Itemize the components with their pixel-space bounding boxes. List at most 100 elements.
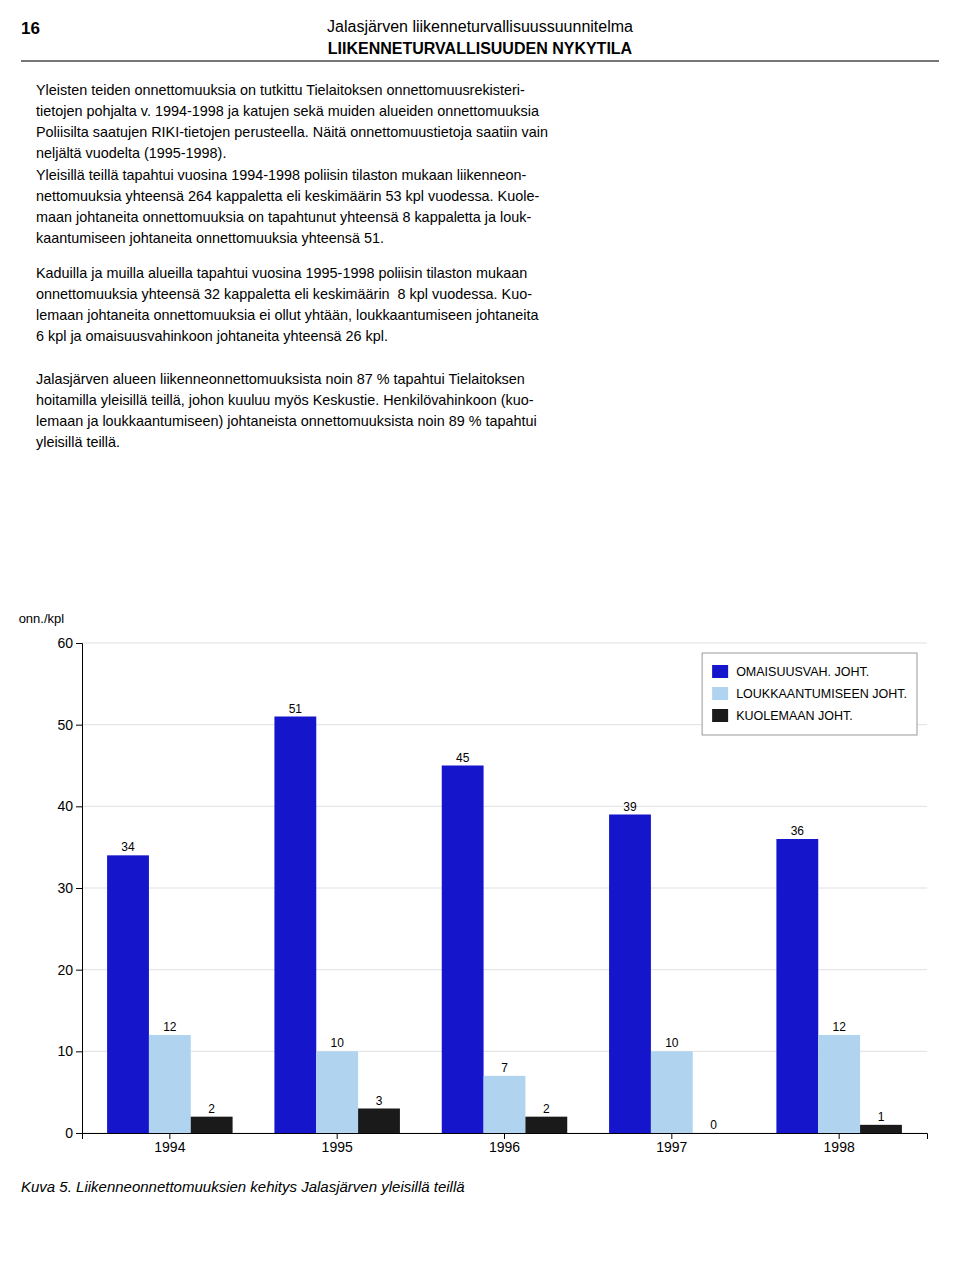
paragraph: Kaduilla ja muilla alueilla tapahtui vuo… — [36, 265, 538, 344]
paragraph-line: neljältä vuodelta (1995-1998). — [36, 145, 226, 161]
legend-swatch — [712, 665, 728, 678]
legend-item: KUOLEMAAN JOHT. — [712, 709, 853, 723]
legend-item: LOUKKAANTUMISEEN JOHT. — [712, 687, 907, 701]
bar — [316, 1051, 358, 1133]
bars — [107, 717, 902, 1134]
page-number: 16 — [21, 19, 40, 38]
y-tick-mark — [76, 725, 82, 726]
y-axis-label: onn./kpl — [19, 611, 65, 626]
data-label: 3 — [376, 1094, 383, 1108]
bar — [693, 1133, 735, 1134]
paragraph-line: lemaan ja loukkaantumiseen) johtaneista … — [36, 413, 537, 429]
data-label: 36 — [791, 824, 805, 838]
legend-label: OMAISUUSVAH. JOHT. — [736, 665, 869, 679]
bar — [651, 1051, 693, 1133]
data-label: 10 — [665, 1036, 679, 1050]
data-label: 10 — [330, 1036, 344, 1050]
y-tick-mark — [76, 888, 82, 889]
y-tick-mark — [76, 806, 82, 807]
bar — [274, 717, 316, 1134]
y-tick: 30 — [57, 880, 82, 896]
bar — [860, 1125, 902, 1133]
paragraph-line: tietojen pohjalta v. 1994-1998 ja katuje… — [36, 103, 539, 119]
legend-swatch — [712, 687, 728, 700]
y-tick: 60 — [57, 635, 82, 651]
y-tick-mark — [76, 970, 82, 971]
data-label: 51 — [289, 702, 303, 716]
y-tick-label: 20 — [57, 962, 73, 978]
legend-swatch — [712, 709, 728, 722]
paragraph-line: nettomuuksia yhteensä 264 kappaletta eli… — [36, 188, 539, 204]
paragraph-line: 6 kpl ja omaisuusvahinkoon johtaneita yh… — [36, 328, 388, 344]
y-axis: 0 10 20 30 40 50 60 — [57, 635, 82, 1141]
y-tick-label: 50 — [57, 717, 73, 733]
data-labels: 345145393612107101223201 — [121, 702, 884, 1133]
y-axis-line — [76, 644, 83, 1134]
paragraph-line: Yleisten teiden onnettomuuksia on tutkit… — [36, 82, 525, 98]
header-title: Jalasjärven liikenneturvallisuussuunnite… — [327, 18, 633, 35]
bar — [609, 815, 651, 1134]
y-tick-mark — [76, 1051, 82, 1052]
y-tick-label: 30 — [57, 880, 73, 896]
paragraph-line: maan johtaneita onnettomuuksia on tapaht… — [36, 209, 531, 225]
header: 16 Jalasjärven liikenneturvallisuussuunni… — [21, 18, 939, 62]
y-tick-label: 60 — [57, 635, 73, 651]
x-tick: 1998 — [824, 1133, 855, 1155]
paragraph-line: onnettomuuksia yhteensä 32 kappaletta el… — [36, 286, 532, 302]
paragraph-line: kaantumiseen johtaneita onnettomuuksia y… — [36, 230, 384, 246]
bar — [358, 1109, 400, 1134]
legend-label: LOUKKAANTUMISEEN JOHT. — [736, 687, 907, 701]
bar — [776, 839, 818, 1133]
data-label: 12 — [832, 1020, 846, 1034]
x-tick: 1997 — [656, 1133, 687, 1155]
paragraph-line: Poliisilta saatujen RIKI-tietojen perust… — [36, 124, 548, 140]
x-tick-label: 1997 — [656, 1139, 687, 1155]
data-label: 12 — [163, 1020, 177, 1034]
paragraph: Yleisillä teillä tapahtui vuosina 1994-1… — [36, 167, 539, 246]
paragraph-line: Jalasjärven alueen liikenneonnettomuuksi… — [36, 371, 525, 387]
data-label: 39 — [623, 800, 637, 814]
bar — [818, 1035, 860, 1133]
y-tick-label: 0 — [65, 1125, 73, 1141]
x-tick: 1994 — [154, 1133, 185, 1155]
y-tick-mark — [76, 643, 82, 644]
y-tick: 50 — [57, 717, 82, 733]
legend-label: KUOLEMAAN JOHT. — [736, 709, 853, 723]
legend-item: OMAISUUSVAH. JOHT. — [712, 665, 869, 679]
data-label: 7 — [501, 1061, 508, 1075]
bar — [107, 855, 149, 1133]
bar — [442, 766, 484, 1134]
grid — [82, 643, 927, 1133]
y-tick: 0 — [65, 1125, 82, 1141]
x-axis: 1994 1995 1996 1997 1998 — [83, 1133, 928, 1155]
y-tick-mark — [76, 1133, 82, 1134]
header-subtitle: LIIKENNETURVALLISUUDEN NYKYTILA — [328, 40, 633, 57]
data-label: 34 — [121, 840, 135, 854]
bar — [525, 1117, 567, 1133]
y-tick: 10 — [57, 1043, 82, 1059]
y-tick-label: 40 — [57, 798, 73, 814]
legend-items: OMAISUUSVAH. JOHT. LOUKKAANTUMISEEN JOHT.… — [712, 665, 907, 723]
header-rule — [21, 60, 939, 62]
data-label: 2 — [208, 1102, 215, 1116]
x-tick-label: 1995 — [322, 1139, 353, 1155]
page: 16 Jalasjärven liikenneturvallisuussuunni… — [0, 0, 960, 1273]
bar-series — [149, 1035, 860, 1133]
grid-line — [82, 806, 927, 807]
chart: 3451453936121071012232010102030405060199… — [19, 611, 928, 1155]
paragraph: Jalasjärven alueen liikenneonnettomuuksi… — [36, 371, 537, 450]
paragraph-line: yleisillä teillä. — [36, 434, 120, 450]
paragraph-line: Kaduilla ja muilla alueilla tapahtui vuo… — [36, 265, 527, 281]
paragraph-line: hoitamilla yleisillä teillä, johon kuulu… — [36, 392, 534, 408]
y-tick-label: 10 — [57, 1043, 73, 1059]
legend: OMAISUUSVAH. JOHT. LOUKKAANTUMISEEN JOHT.… — [702, 653, 917, 735]
data-label: 2 — [543, 1102, 550, 1116]
x-tick: 1996 — [489, 1133, 520, 1155]
bar — [484, 1076, 526, 1133]
paragraph-line: lemaan johtaneita onnettomuuksia ei ollu… — [36, 307, 538, 323]
bar — [149, 1035, 191, 1133]
legend-frame — [702, 653, 917, 735]
grid-line — [82, 643, 927, 644]
y-tick: 40 — [57, 798, 82, 814]
paragraph-line: Yleisillä teillä tapahtui vuosina 1994-1… — [36, 167, 527, 183]
